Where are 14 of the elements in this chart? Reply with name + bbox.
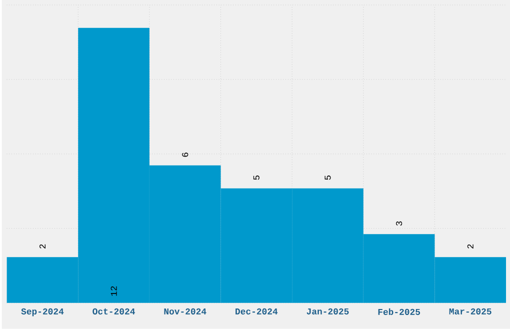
data-label: 3 (396, 221, 402, 226)
data-label: 2 (39, 244, 46, 249)
data-label: 2 (467, 244, 474, 249)
x-tick-label: Dec-2024 (236, 308, 278, 315)
data-label: 5 (324, 176, 331, 180)
x-tick-label: Jan-2025 (306, 308, 349, 315)
x-tick-label: Feb-2025 (378, 308, 420, 316)
x-tick-label: Sep-2024 (21, 308, 64, 316)
x-tick-label: Oct-2024 (92, 308, 135, 315)
x-tick-label: Nov-2024 (164, 308, 206, 315)
data-label: 6 (182, 152, 188, 157)
x-tick-label: Mar-2025 (449, 308, 492, 315)
data-label: 5 (253, 176, 260, 180)
data-label: 12 (110, 286, 117, 296)
